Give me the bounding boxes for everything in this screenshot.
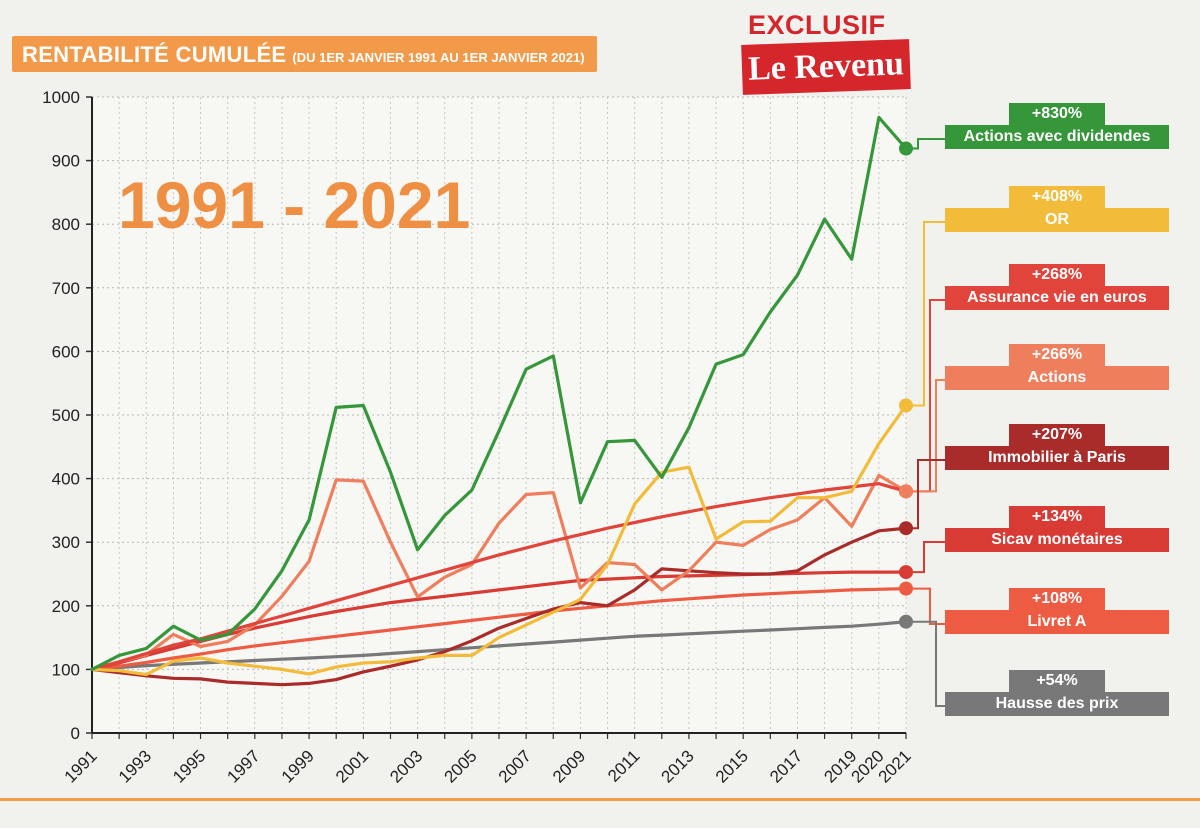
- chart-period: (DU 1ER JANVIER 1991 AU 1ER JANVIER 2021…: [292, 50, 585, 65]
- x-tick-label: 2003: [386, 746, 426, 786]
- series-label-box: +134% Sicav monétaires: [945, 506, 1169, 552]
- connector-line: [906, 541, 945, 574]
- connector-line: [906, 221, 945, 407]
- connector-line: [906, 620, 945, 707]
- y-tick-label: 0: [71, 724, 80, 743]
- series-pct-label: +266%: [1009, 344, 1105, 366]
- series-label-box: +408% OR: [945, 186, 1169, 232]
- series-endpoint: [899, 521, 913, 536]
- series-label-box: +207% Immobilier à Paris: [945, 424, 1169, 470]
- x-tick-label: 2007: [495, 746, 535, 786]
- series-endpoint: [899, 581, 913, 596]
- series-endpoint: [899, 141, 913, 156]
- series-line: [90, 473, 908, 672]
- series-name-label: Livret A: [945, 610, 1169, 634]
- series-line: [90, 115, 908, 672]
- y-tick-label: 1000: [42, 88, 80, 107]
- x-tick-label: 2005: [441, 746, 481, 786]
- series-name-label: Actions: [945, 366, 1169, 390]
- chart-title-banner: RENTABILITÉ CUMULÉE (DU 1ER JANVIER 1991…: [12, 36, 597, 72]
- series-pct-label: +830%: [1009, 103, 1105, 125]
- x-tick-label: 2015: [712, 746, 752, 786]
- connector-line: [906, 587, 945, 625]
- x-tick-label: 2021: [875, 746, 915, 786]
- series-name-label: Actions avec dividendes: [945, 125, 1169, 149]
- series-label-box: +266% Actions: [945, 344, 1169, 390]
- series-name-label: Assurance vie en euros: [945, 286, 1169, 310]
- y-tick-label: 400: [52, 470, 80, 489]
- x-tick-label: 1997: [223, 746, 263, 786]
- x-tick-label: 2013: [658, 746, 698, 786]
- series-pct-label: +54%: [1009, 670, 1105, 692]
- series-pct-label: +134%: [1009, 506, 1105, 528]
- y-tick-label: 500: [52, 406, 80, 425]
- series-name-label: OR: [945, 208, 1169, 232]
- y-tick-label: 800: [52, 215, 80, 234]
- series-line: [90, 482, 908, 672]
- x-tick-label: 1991: [61, 746, 101, 786]
- y-tick-label: 200: [52, 597, 80, 616]
- x-tick-label: 1999: [278, 746, 318, 786]
- series-pct-label: +268%: [1009, 264, 1105, 286]
- y-tick-label: 900: [52, 152, 80, 171]
- x-tick-label: 1995: [169, 746, 209, 786]
- x-tick-label: 2017: [766, 746, 806, 786]
- series-name-label: Hausse des prix: [945, 692, 1169, 716]
- x-tick-label: 2009: [549, 746, 589, 786]
- series-pct-label: +408%: [1009, 186, 1105, 208]
- connector-line: [906, 299, 945, 493]
- series-label-box: +268% Assurance vie en euros: [945, 264, 1169, 310]
- big-years-text: 1991 - 2021: [118, 168, 470, 242]
- series-endpoint: [899, 484, 913, 499]
- series-pct-label: +108%: [1009, 588, 1105, 610]
- series-line: [90, 586, 908, 672]
- x-tick-label: 1993: [115, 746, 155, 786]
- y-tick-label: 300: [52, 533, 80, 552]
- x-tick-label: 2001: [332, 746, 372, 786]
- series-name-label: Immobilier à Paris: [945, 446, 1169, 470]
- y-tick-label: 100: [52, 660, 80, 679]
- bottom-rule: [0, 798, 1200, 801]
- connector-line: [906, 379, 945, 493]
- series-name-label: Sicav monétaires: [945, 528, 1169, 552]
- y-tick-label: 600: [52, 342, 80, 361]
- exclusif-label: EXCLUSIF: [748, 10, 886, 40]
- chart-title: RENTABILITÉ CUMULÉE: [22, 42, 287, 67]
- series-endpoint: [899, 398, 913, 413]
- series-endpoint: [899, 614, 913, 629]
- y-tick-label: 700: [52, 279, 80, 298]
- x-tick-label: 2011: [604, 746, 643, 785]
- series-pct-label: +207%: [1009, 424, 1105, 446]
- series-label-box: +830% Actions avec dividendes: [945, 103, 1169, 149]
- series-line: [90, 526, 908, 687]
- series-label-box: +108% Livret A: [945, 588, 1169, 634]
- series-line: [90, 403, 908, 677]
- series-label-box: +54% Hausse des prix: [945, 670, 1169, 716]
- series-endpoint: [899, 565, 913, 580]
